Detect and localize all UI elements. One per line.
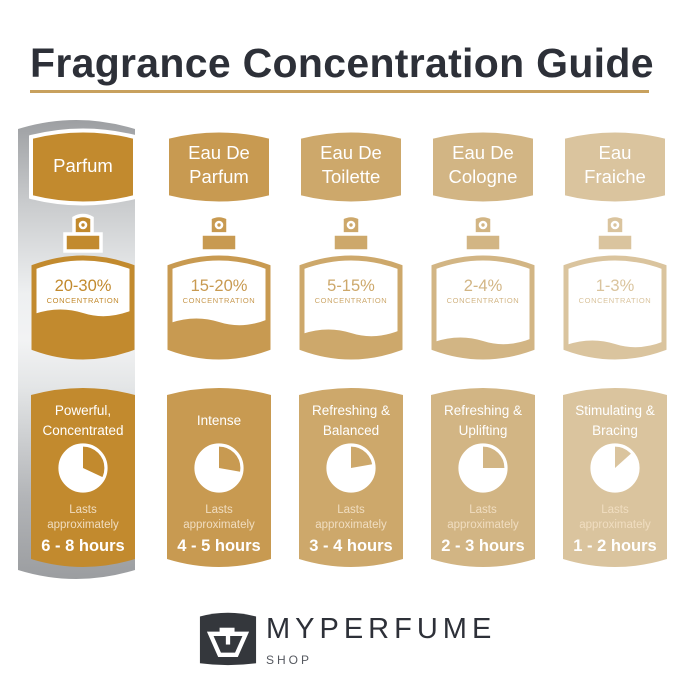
svg-text:Refreshing &: Refreshing & bbox=[312, 403, 390, 418]
svg-text:Parfum: Parfum bbox=[189, 166, 249, 187]
svg-text:approximately: approximately bbox=[447, 519, 519, 531]
svg-text:Eau: Eau bbox=[599, 142, 632, 163]
svg-text:2 - 3 hours: 2 - 3 hours bbox=[441, 537, 524, 555]
svg-text:CONCENTRATION: CONCENTRATION bbox=[579, 296, 652, 305]
svg-text:Fraiche: Fraiche bbox=[584, 166, 646, 187]
svg-text:Stimulating &: Stimulating & bbox=[575, 403, 655, 418]
svg-text:3 - 4 hours: 3 - 4 hours bbox=[309, 537, 392, 555]
svg-text:approximately: approximately bbox=[315, 519, 387, 531]
svg-text:Refreshing &: Refreshing & bbox=[444, 403, 522, 418]
svg-text:4 - 5 hours: 4 - 5 hours bbox=[177, 537, 260, 555]
svg-text:CONCENTRATION: CONCENTRATION bbox=[47, 296, 120, 305]
svg-text:Cologne: Cologne bbox=[449, 166, 518, 187]
svg-text:2-4%: 2-4% bbox=[464, 277, 503, 295]
svg-text:CONCENTRATION: CONCENTRATION bbox=[315, 296, 388, 305]
svg-text:Eau De: Eau De bbox=[188, 142, 250, 163]
svg-text:Eau De: Eau De bbox=[452, 142, 514, 163]
svg-text:Lasts: Lasts bbox=[601, 504, 629, 516]
svg-text:Lasts: Lasts bbox=[69, 504, 97, 516]
svg-text:Uplifting: Uplifting bbox=[459, 423, 508, 438]
svg-text:1-3%: 1-3% bbox=[596, 277, 635, 295]
svg-text:Eau De: Eau De bbox=[320, 142, 382, 163]
svg-text:CONCENTRATION: CONCENTRATION bbox=[447, 296, 520, 305]
svg-text:6 - 8 hours: 6 - 8 hours bbox=[41, 537, 124, 555]
svg-text:Powerful,: Powerful, bbox=[55, 403, 111, 418]
svg-text:Toilette: Toilette bbox=[322, 166, 381, 187]
svg-text:5-15%: 5-15% bbox=[327, 277, 375, 295]
svg-text:CONCENTRATION: CONCENTRATION bbox=[183, 296, 256, 305]
svg-text:20-30%: 20-30% bbox=[55, 277, 112, 295]
svg-text:approximately: approximately bbox=[579, 519, 651, 531]
svg-text:15-20%: 15-20% bbox=[191, 277, 248, 295]
svg-text:Intense: Intense bbox=[197, 413, 241, 428]
svg-text:Bracing: Bracing bbox=[592, 423, 638, 438]
svg-text:Lasts: Lasts bbox=[205, 504, 233, 516]
svg-text:Balanced: Balanced bbox=[323, 423, 379, 438]
svg-text:approximately: approximately bbox=[183, 519, 255, 531]
svg-text:Lasts: Lasts bbox=[469, 504, 497, 516]
svg-text:1 - 2 hours: 1 - 2 hours bbox=[573, 537, 656, 555]
svg-text:approximately: approximately bbox=[47, 519, 119, 531]
svg-text:Parfum: Parfum bbox=[53, 155, 113, 176]
svg-text:Lasts: Lasts bbox=[337, 504, 365, 516]
svg-text:Concentrated: Concentrated bbox=[42, 423, 123, 438]
